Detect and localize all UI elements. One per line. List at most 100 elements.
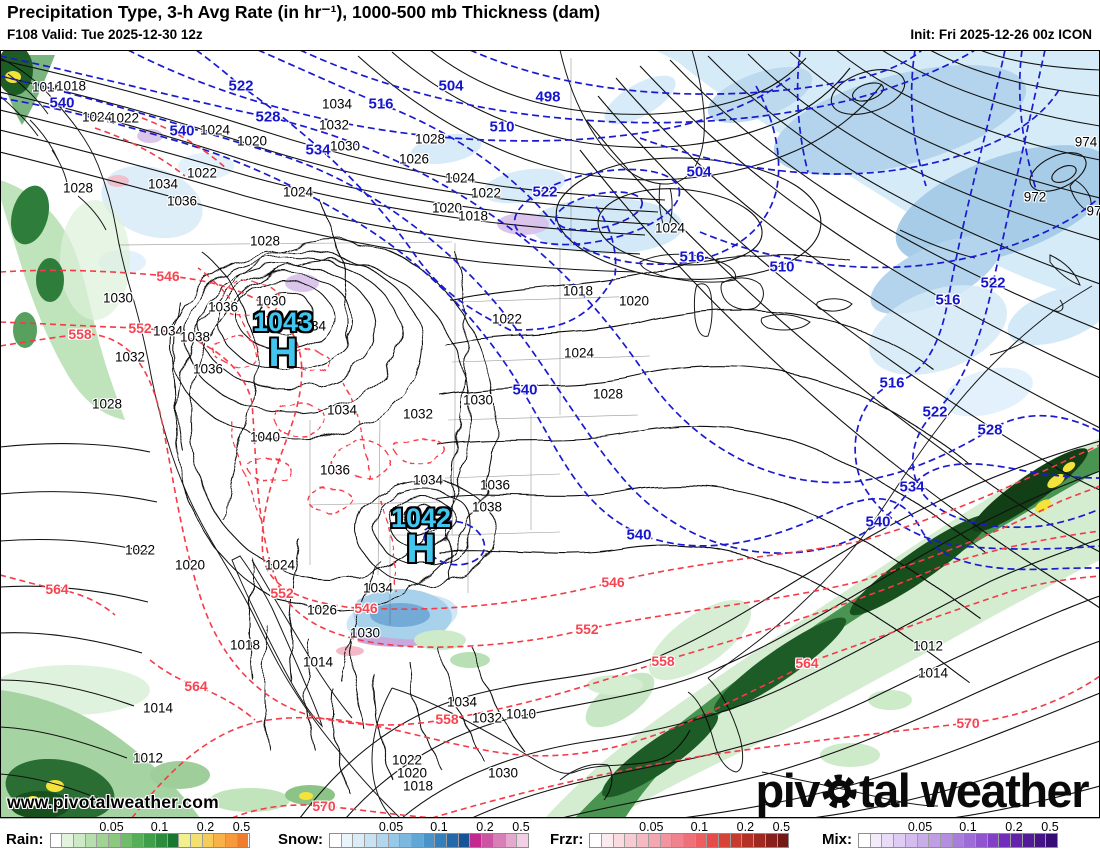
rockies-contours [169,199,526,793]
legend-color-cell [201,834,214,847]
page-title: Precipitation Type, 3-h Avg Rate (in hr⁻… [7,2,601,22]
legend-ticks: 0.05 0.1 0.2 0.5 [858,820,1059,834]
brand-logo: piv tal weather [756,760,1090,821]
legend-color-cell [492,834,505,847]
legend-color-cell [84,834,97,847]
thickness-low-contours [0,50,1100,571]
legend-color-cell [504,834,517,847]
legend-type-label: Snow: [278,831,323,848]
legend-color-cell [131,834,144,847]
pressure-contours [0,50,1100,807]
legend-type-label: Rain: [6,831,44,848]
legend-color-cell [928,834,940,847]
legend-colorbar: 0.05 0.1 0.2 0.5 [49,819,251,850]
legend-color-cell [939,834,952,847]
legend-color-cell [213,834,226,847]
legend-tick: 0.1 [690,820,709,834]
legend-color-cell [96,834,109,847]
legend-color-cell [1033,834,1046,847]
legend-color-cell [154,834,167,847]
legend-color-cell [143,834,155,847]
plains-contours [435,254,986,684]
legend-color-cell [178,834,190,847]
legend-tick: 0.5 [1041,820,1059,834]
legend-color-cell [481,834,493,847]
legend-color-cell [986,834,999,847]
valid-time-label: F108 Valid: Tue 2025-12-30 12z [7,27,203,42]
legend-color-cell [916,834,929,847]
legend-tick: 0.05 [907,820,933,834]
legend-color-cell [682,834,695,847]
legend-type-label: Mix: [822,831,852,848]
legend-tick: 0.05 [99,820,124,834]
state-borders [117,58,651,625]
legend-color-cell [469,834,482,847]
legend-color-cell [516,834,528,847]
legend-group-mix: Mix: 0.05 0.1 0.2 0.5 [822,819,1094,850]
legend-color-scale [49,833,250,848]
legend-color-cell [119,834,132,847]
legend-color-cell [422,834,435,847]
legend-color-cell [975,834,987,847]
legend-color-cell [340,834,353,847]
init-time-label: Init: Fri 2025-12-26 00z ICON [910,27,1092,42]
legend-color-cell [694,834,707,847]
legend-color-cell [753,834,765,847]
legend-color-cell [893,834,905,847]
legend-group-rain: Rain: 0.05 0.1 0.2 0.5 [6,819,278,850]
legend-color-cell [659,834,672,847]
legend-color-scale [858,833,1058,848]
legend-type-label: Frzr: [550,831,584,848]
gear-icon [821,766,858,821]
legend-color-cell [189,834,202,847]
legend-colorbar: 0.05 0.1 0.2 0.5 [589,819,791,850]
legend-color-cell [457,834,470,847]
legend-color-cell [764,834,777,847]
legend-color-cell [869,834,882,847]
thickness-high-contours [0,117,1100,818]
legend-color-cell [612,834,625,847]
brand-text-post: tal weather [858,764,1090,817]
legend-colorbar: 0.05 0.1 0.2 0.5 [858,819,1059,850]
legend-tick: 0.2 [736,820,755,834]
legend-tick: 0.2 [196,820,215,834]
legend-color-cell [624,834,637,847]
legend-color-cell [951,834,964,847]
gulf-contours [299,440,1100,818]
legend-color-cell [1010,834,1022,847]
watermark-url: www.pivotalweather.com [7,792,219,812]
legend-color-cell [590,834,602,847]
legend-color-cell [1045,834,1057,847]
legend-color-cell [375,834,388,847]
legend-ticks: 0.05 0.1 0.2 0.5 [329,820,530,834]
legend-color-cell [859,834,870,847]
legend-tick: 0.05 [639,820,664,834]
legend-color-cell [729,834,742,847]
legend-tick: 0.5 [772,820,791,834]
legend-color-scale [589,833,790,848]
legend-color-cell [410,834,423,847]
legend-color-cell [706,834,719,847]
legend-color-cell [1021,834,1034,847]
legend-tick: 0.2 [1005,820,1023,834]
precip-layer [0,50,1100,818]
thickness-high-squiggles [199,269,445,591]
legend-tick: 0.5 [232,820,251,834]
legend-ticks: 0.05 0.1 0.2 0.5 [50,820,251,834]
legend-color-cell [963,834,976,847]
legend-color-cell [776,834,789,847]
legend-color-cell [225,834,237,847]
map-canvas [0,50,1100,818]
legend-color-cell [399,834,411,847]
legend-color-cell [364,834,376,847]
legend-color-cell [434,834,447,847]
legend-tick: 0.1 [150,820,169,834]
legend-color-cell [636,834,648,847]
legend-ticks: 0.05 0.1 0.2 0.5 [589,820,791,834]
legend-color-cell [718,834,730,847]
legend-tick: 0.1 [430,820,448,834]
precip-legend: Rain: 0.05 0.1 0.2 0.5 Snow: 0.05 0.1 0.2 0.5 Frzr… [0,818,1100,850]
legend-color-cell [741,834,754,847]
legend-tick: 0.5 [512,820,530,834]
legend-color-cell [61,834,73,847]
